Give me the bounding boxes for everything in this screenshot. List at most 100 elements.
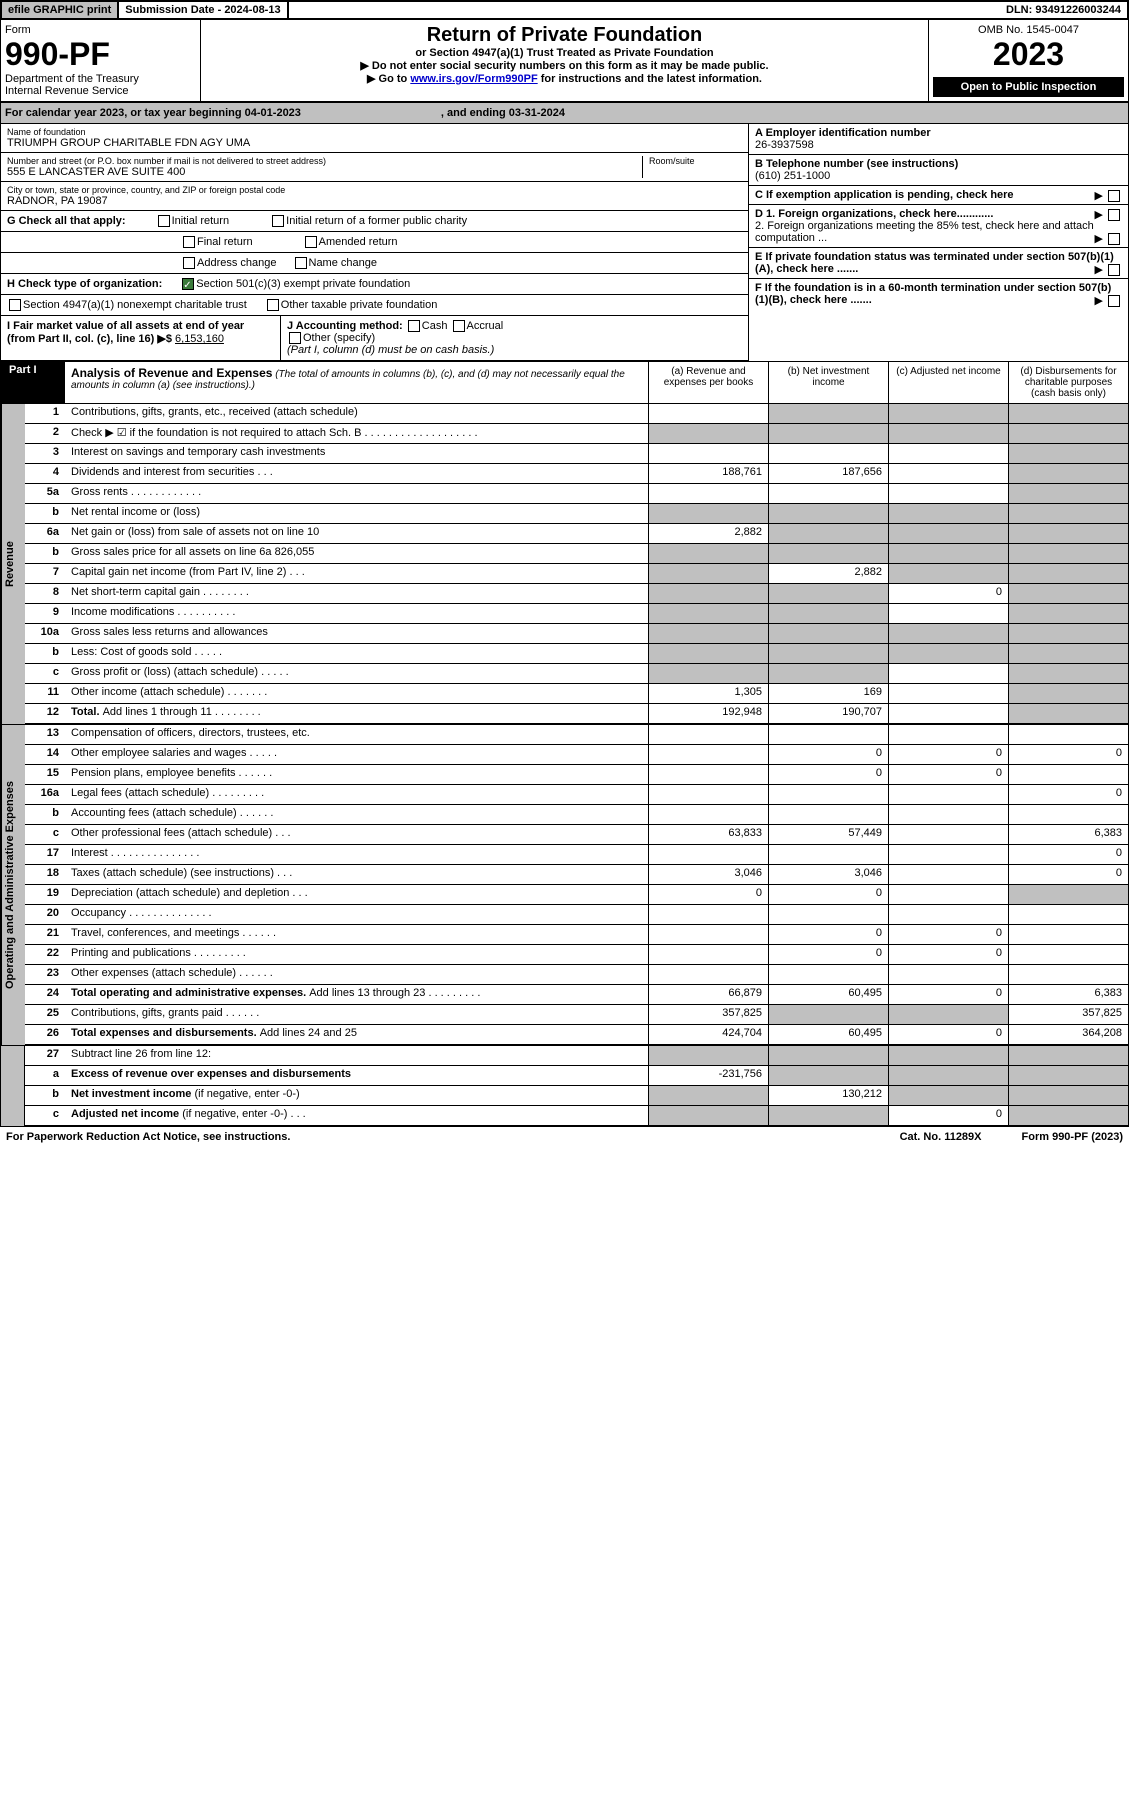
data-cell: [1008, 524, 1128, 543]
data-cell: [648, 965, 768, 984]
data-cell: [768, 584, 888, 603]
e-check[interactable]: [1108, 264, 1120, 276]
irs-link[interactable]: www.irs.gov/Form990PF: [410, 73, 537, 85]
data-cell: [888, 504, 1008, 523]
table-row: 19Depreciation (attach schedule) and dep…: [25, 885, 1128, 905]
h-label: H Check type of organization:: [7, 278, 162, 290]
data-cell: [888, 604, 1008, 623]
d1-check[interactable]: [1108, 209, 1120, 221]
d2-label: 2. Foreign organizations meeting the 85%…: [755, 220, 1094, 244]
former-charity-check[interactable]: [272, 215, 284, 227]
data-cell: [648, 1046, 768, 1065]
data-cell: 60,495: [768, 1025, 888, 1044]
line-label: Net short-term capital gain . . . . . . …: [65, 584, 648, 603]
line-number: 22: [25, 945, 65, 964]
data-cell: 0: [768, 925, 888, 944]
ein-value: 26-3937598: [755, 139, 1122, 151]
data-cell: [888, 624, 1008, 643]
data-cell: [1008, 905, 1128, 924]
data-cell: [768, 1066, 888, 1085]
data-cell: [1008, 584, 1128, 603]
initial-return-check[interactable]: [158, 215, 170, 227]
cal-year-begin: For calendar year 2023, or tax year begi…: [5, 107, 301, 119]
line-label: Less: Cost of goods sold . . . . .: [65, 644, 648, 663]
other-method-check[interactable]: [289, 332, 301, 344]
data-cell: [768, 1005, 888, 1024]
line-label: Net investment income (if negative, ente…: [65, 1086, 648, 1105]
line-label: Contributions, gifts, grants, etc., rece…: [65, 404, 648, 423]
f-label: F If the foundation is in a 60-month ter…: [755, 282, 1111, 306]
data-cell: [1008, 624, 1128, 643]
line-number: 23: [25, 965, 65, 984]
data-cell: [1008, 564, 1128, 583]
data-cell: [888, 825, 1008, 844]
data-cell: [888, 464, 1008, 483]
line-number: 11: [25, 684, 65, 703]
name-change-check[interactable]: [295, 257, 307, 269]
data-cell: [888, 644, 1008, 663]
city-label: City or town, state or province, country…: [7, 185, 742, 195]
line-number: 27: [25, 1046, 65, 1065]
data-cell: [648, 544, 768, 563]
e-label: E If private foundation status was termi…: [755, 251, 1114, 275]
data-cell: 0: [888, 985, 1008, 1004]
data-cell: [1008, 604, 1128, 623]
line-label: Accounting fees (attach schedule) . . . …: [65, 805, 648, 824]
form-footer: Form 990-PF (2023): [1022, 1131, 1123, 1143]
final-return-check[interactable]: [183, 236, 195, 248]
note-2: ▶ Go to www.irs.gov/Form990PF for instru…: [205, 72, 924, 85]
line-number: b: [25, 504, 65, 523]
line-number: 4: [25, 464, 65, 483]
table-row: 10aGross sales less returns and allowanc…: [25, 624, 1128, 644]
line-label: Total expenses and disbursements. Add li…: [65, 1025, 648, 1044]
501c3-check[interactable]: [182, 278, 194, 290]
line-number: c: [25, 825, 65, 844]
table-row: 14Other employee salaries and wages . . …: [25, 745, 1128, 765]
submission-date: Submission Date - 2024-08-13: [117, 2, 288, 18]
line-label: Gross rents . . . . . . . . . . . .: [65, 484, 648, 503]
data-cell: [1008, 1066, 1128, 1085]
data-cell: [888, 805, 1008, 824]
data-cell: 0: [768, 765, 888, 784]
data-cell: [888, 404, 1008, 423]
data-cell: [648, 925, 768, 944]
data-cell: [768, 604, 888, 623]
data-cell: 169: [768, 684, 888, 703]
form-number: 990-PF: [5, 36, 196, 73]
data-cell: [1008, 765, 1128, 784]
other-taxable-check[interactable]: [267, 299, 279, 311]
data-cell: 63,833: [648, 825, 768, 844]
data-cell: [648, 564, 768, 583]
table-row: bAccounting fees (attach schedule) . . .…: [25, 805, 1128, 825]
data-cell: 0: [888, 765, 1008, 784]
open-public-badge: Open to Public Inspection: [933, 77, 1124, 97]
line-number: b: [25, 805, 65, 824]
data-cell: [888, 1046, 1008, 1065]
c-check[interactable]: [1108, 190, 1120, 202]
line-number: 12: [25, 704, 65, 723]
line-label: Pension plans, employee benefits . . . .…: [65, 765, 648, 784]
data-cell: [768, 524, 888, 543]
f-check[interactable]: [1108, 295, 1120, 307]
amended-return-check[interactable]: [305, 236, 317, 248]
line-number: 10a: [25, 624, 65, 643]
line-label: Interest . . . . . . . . . . . . . . .: [65, 845, 648, 864]
accrual-check[interactable]: [453, 320, 465, 332]
dln: DLN: 93491226003244: [1000, 2, 1127, 18]
phone-value: (610) 251-1000: [755, 170, 1122, 182]
d2-check[interactable]: [1108, 233, 1120, 245]
table-row: cGross profit or (loss) (attach schedule…: [25, 664, 1128, 684]
data-cell: [648, 584, 768, 603]
line-label: Adjusted net income (if negative, enter …: [65, 1106, 648, 1125]
data-cell: -231,756: [648, 1066, 768, 1085]
data-cell: [768, 1106, 888, 1125]
4947-check[interactable]: [9, 299, 21, 311]
address-change-check[interactable]: [183, 257, 195, 269]
data-cell: [648, 725, 768, 744]
data-cell: [1008, 925, 1128, 944]
line-label: Legal fees (attach schedule) . . . . . .…: [65, 785, 648, 804]
line-label: Check ▶ ☑ if the foundation is not requi…: [65, 424, 648, 443]
d1-label: D 1. Foreign organizations, check here..…: [755, 208, 993, 220]
cash-check[interactable]: [408, 320, 420, 332]
data-cell: 0: [888, 1106, 1008, 1125]
